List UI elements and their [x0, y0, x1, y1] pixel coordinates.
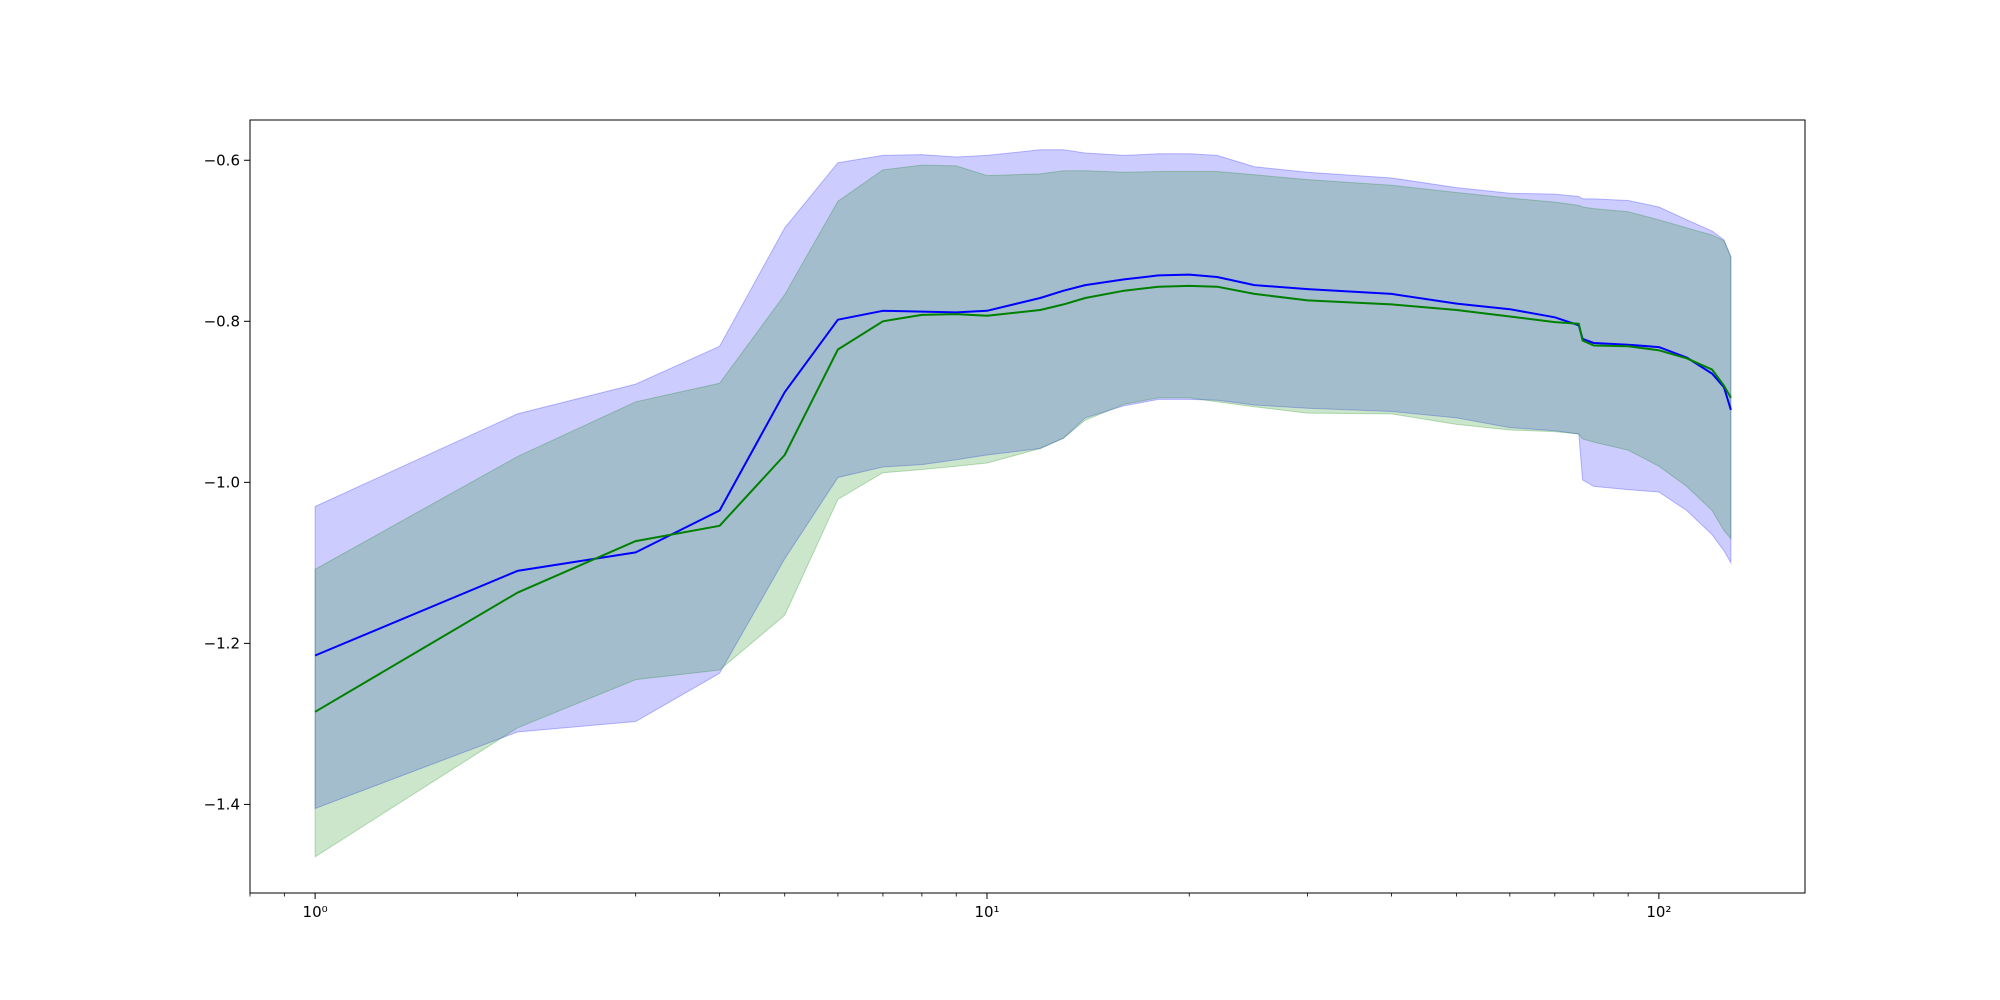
y-tick-label: −1.2: [204, 634, 240, 652]
y-tick-label: −0.8: [204, 312, 240, 330]
y-axis: −0.6 −0.8 −1.0 −1.2 −1.4: [204, 151, 250, 813]
x-tick-label: 10²: [1646, 903, 1671, 921]
series-line-2: [314, 284, 1732, 713]
y-tick-label: −1.0: [204, 473, 240, 491]
series-line-1: [314, 273, 1732, 657]
y-tick-label: −0.6: [204, 151, 240, 169]
plot-frame: [249, 119, 1806, 894]
series-lines: [314, 273, 1732, 713]
x-tick-label: 10⁰: [303, 903, 328, 921]
x-axis: 10⁰ 10¹ 10²: [249, 893, 1671, 921]
y-tick-label: −1.4: [204, 795, 240, 813]
confidence-bands: [314, 149, 1732, 858]
confidence-band-2: [314, 164, 1732, 858]
x-tick-label: 10¹: [974, 903, 999, 921]
confidence-band-1: [314, 149, 1732, 810]
